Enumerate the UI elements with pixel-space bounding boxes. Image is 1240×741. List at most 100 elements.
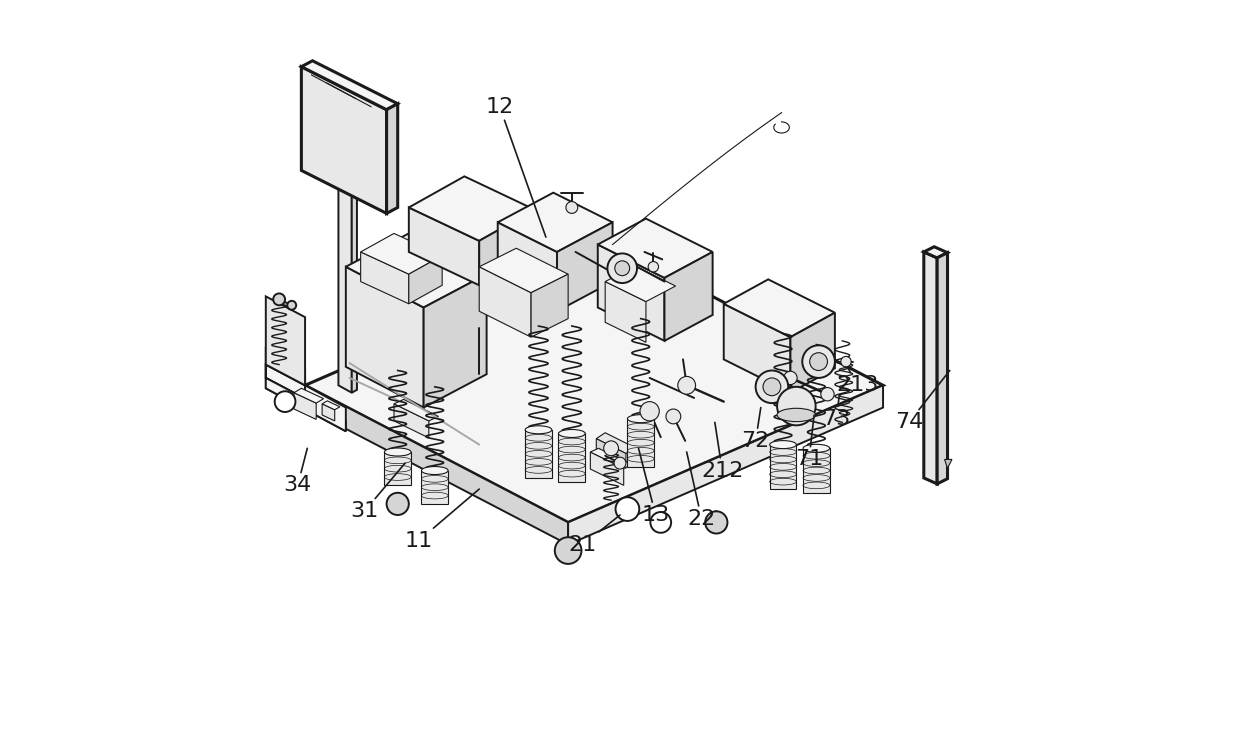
Polygon shape (322, 404, 335, 421)
Circle shape (810, 353, 827, 370)
Circle shape (608, 253, 637, 283)
Circle shape (841, 356, 851, 367)
Polygon shape (596, 433, 635, 453)
Circle shape (777, 387, 816, 425)
Polygon shape (804, 448, 830, 493)
Polygon shape (301, 61, 398, 110)
Circle shape (784, 371, 797, 385)
Text: 34: 34 (284, 448, 311, 495)
Polygon shape (265, 365, 305, 399)
Polygon shape (409, 207, 479, 285)
Circle shape (706, 511, 728, 534)
Text: 213: 213 (836, 368, 878, 395)
Polygon shape (424, 274, 486, 408)
Polygon shape (790, 313, 835, 393)
Circle shape (387, 493, 409, 515)
Polygon shape (409, 256, 443, 304)
Circle shape (554, 537, 582, 564)
Circle shape (666, 409, 681, 424)
Polygon shape (265, 296, 305, 385)
Circle shape (651, 512, 671, 533)
Text: 13: 13 (639, 448, 670, 525)
Polygon shape (605, 282, 646, 342)
Text: 212: 212 (701, 422, 744, 480)
Circle shape (678, 376, 696, 394)
Polygon shape (924, 247, 947, 258)
Polygon shape (387, 104, 398, 213)
Text: 22: 22 (687, 452, 715, 528)
Text: 73: 73 (822, 395, 851, 428)
Ellipse shape (384, 448, 410, 456)
Polygon shape (568, 385, 883, 545)
Polygon shape (294, 388, 324, 403)
Polygon shape (384, 452, 410, 485)
Polygon shape (531, 274, 568, 337)
Polygon shape (265, 348, 305, 385)
Polygon shape (479, 267, 531, 337)
Polygon shape (598, 245, 665, 341)
Polygon shape (346, 233, 486, 308)
Text: 74: 74 (895, 370, 950, 432)
Ellipse shape (804, 445, 830, 452)
Circle shape (615, 261, 630, 276)
Polygon shape (361, 233, 443, 274)
Polygon shape (305, 385, 568, 545)
Circle shape (755, 370, 789, 403)
Circle shape (763, 378, 781, 396)
Circle shape (273, 293, 285, 305)
Polygon shape (770, 445, 796, 489)
Polygon shape (598, 219, 713, 278)
Polygon shape (322, 401, 340, 410)
Text: 72: 72 (742, 408, 770, 451)
Circle shape (802, 345, 835, 378)
Polygon shape (305, 248, 883, 522)
Circle shape (565, 202, 578, 213)
Polygon shape (352, 182, 357, 393)
Text: 11: 11 (404, 489, 479, 551)
Circle shape (604, 441, 619, 456)
Circle shape (614, 457, 626, 469)
Text: 21: 21 (569, 515, 620, 554)
Polygon shape (479, 248, 568, 293)
Polygon shape (924, 252, 937, 484)
Circle shape (649, 262, 658, 272)
Ellipse shape (526, 426, 552, 433)
Polygon shape (627, 419, 653, 467)
Circle shape (615, 497, 640, 521)
Polygon shape (265, 365, 346, 431)
Text: 12: 12 (486, 98, 546, 237)
Polygon shape (724, 279, 835, 337)
Circle shape (640, 402, 660, 421)
Polygon shape (605, 266, 676, 302)
Polygon shape (497, 193, 613, 252)
Polygon shape (557, 222, 613, 311)
Circle shape (288, 301, 296, 310)
Polygon shape (394, 399, 439, 421)
Ellipse shape (770, 441, 796, 448)
Polygon shape (590, 448, 632, 468)
Ellipse shape (777, 408, 816, 422)
Polygon shape (265, 378, 346, 431)
Ellipse shape (422, 467, 448, 474)
Circle shape (275, 391, 295, 412)
Polygon shape (339, 178, 352, 393)
Text: 71: 71 (795, 415, 823, 469)
Polygon shape (301, 67, 387, 213)
Polygon shape (937, 253, 947, 484)
Polygon shape (422, 471, 448, 504)
Polygon shape (596, 439, 626, 468)
Polygon shape (361, 252, 409, 304)
Polygon shape (665, 252, 713, 341)
Polygon shape (339, 175, 357, 185)
Polygon shape (497, 222, 557, 311)
Polygon shape (724, 304, 790, 393)
Polygon shape (945, 459, 952, 468)
Polygon shape (394, 404, 429, 438)
Text: 31: 31 (350, 463, 405, 521)
Polygon shape (409, 176, 534, 241)
Ellipse shape (558, 430, 585, 437)
Polygon shape (526, 430, 552, 478)
Circle shape (821, 388, 835, 401)
Polygon shape (346, 267, 424, 408)
Polygon shape (294, 393, 316, 419)
